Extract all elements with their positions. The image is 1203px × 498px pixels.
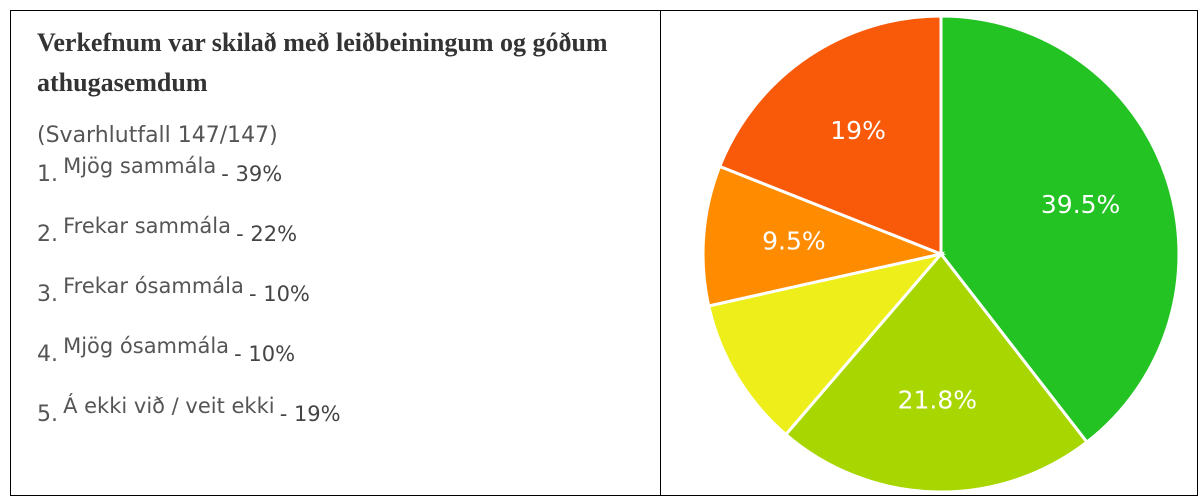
answer-number: 3. bbox=[37, 282, 58, 307]
answer-item: 1. Mjög sammála - 39% bbox=[37, 154, 660, 190]
answer-percent: - 22% bbox=[236, 222, 298, 246]
answer-number: 1. bbox=[37, 162, 58, 187]
answer-label: Á ekki við / veit ekki bbox=[63, 394, 275, 418]
pie-slice bbox=[706, 251, 946, 437]
slice-label: 19% bbox=[830, 116, 886, 145]
answer-number: 2. bbox=[37, 222, 58, 247]
answer-item: 3. Frekar ósammála - 10% bbox=[37, 274, 660, 310]
answer-list: 1. Mjög sammála - 39% 2. Frekar sammála -… bbox=[37, 154, 660, 430]
slice-label: 9.5% bbox=[762, 226, 826, 255]
text-cell: Verkefnum var skilað með leiðbeiningum o… bbox=[11, 11, 661, 495]
response-rate: (Svarhlutfall 147/147) bbox=[37, 123, 278, 148]
answer-percent: - 19% bbox=[279, 402, 341, 426]
answer-percent: - 10% bbox=[234, 342, 296, 366]
table: Verkefnum var skilað með leiðbeiningum o… bbox=[10, 10, 1198, 496]
question-title: Verkefnum var skilað með leiðbeiningum o… bbox=[37, 28, 608, 97]
answer-number: 5. bbox=[37, 402, 58, 427]
answer-label: Mjög sammála bbox=[63, 154, 217, 178]
slice-label: 39.5% bbox=[1041, 190, 1120, 219]
answer-label: Frekar sammála bbox=[63, 214, 232, 238]
pie-slice bbox=[939, 14, 1181, 445]
answer-label: Frekar ósammála bbox=[63, 274, 244, 298]
pie-slice bbox=[717, 14, 943, 257]
answer-item: 2. Frekar sammála - 22% bbox=[37, 214, 660, 250]
slice-label: 21.8% bbox=[898, 386, 977, 415]
answer-number: 4. bbox=[37, 342, 58, 367]
answer-item: 4. Mjög ósammála - 10% bbox=[37, 334, 660, 370]
pie-chart: 39.5% 21.8% 9.5% 19% bbox=[701, 14, 1181, 494]
answer-percent: - 39% bbox=[221, 162, 283, 186]
answer-item: 5. Á ekki við / veit ekki - 19% bbox=[37, 394, 660, 430]
answer-label: Mjög ósammála bbox=[63, 334, 230, 358]
answer-percent: - 10% bbox=[248, 282, 310, 306]
pie-slice bbox=[783, 251, 1089, 494]
pie-slice bbox=[701, 164, 947, 308]
